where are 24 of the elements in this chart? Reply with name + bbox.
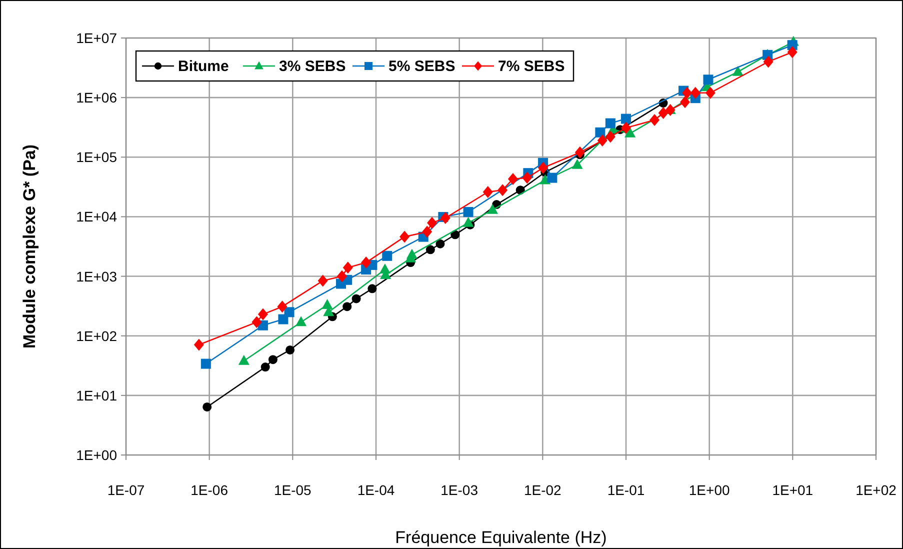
y-tick-label: 1E+05 <box>76 149 118 166</box>
x-tick-label: 1E-05 <box>274 482 312 498</box>
y-tick-label: 1E+01 <box>76 387 118 404</box>
legend-label: 3% SEBS <box>279 58 346 75</box>
y-tick-label: 1E+02 <box>76 328 118 344</box>
legend-label: 7% SEBS <box>498 58 565 75</box>
y-axis-title: Module complexe G* (Pa) <box>20 144 39 349</box>
y-tick-label: 1E+03 <box>76 268 118 284</box>
x-tick-label: 1E+02 <box>856 482 897 498</box>
legend-label: Bitume <box>178 58 229 75</box>
x-tick-label: 1E+01 <box>772 482 814 498</box>
y-tick-label: 1E+06 <box>76 90 118 106</box>
x-tick-label: 1E-07 <box>107 482 145 498</box>
y-tick-label: 1E+00 <box>76 447 118 463</box>
y-tick-label: 1E+04 <box>76 208 118 225</box>
y-tick-label: 1E+07 <box>76 30 118 46</box>
x-tick-label: 1E-06 <box>190 482 228 498</box>
x-tick-label: 1E+00 <box>688 482 730 498</box>
x-tick-label: 1E-04 <box>357 482 395 498</box>
x-tick-label: 1E-03 <box>440 482 478 498</box>
x-axis-title: Fréquence Equivalente (Hz) <box>395 528 607 547</box>
x-tick-label: 1E-01 <box>607 482 645 498</box>
x-tick-label: 1E-02 <box>524 482 562 498</box>
legend-label: 5% SEBS <box>388 58 456 75</box>
